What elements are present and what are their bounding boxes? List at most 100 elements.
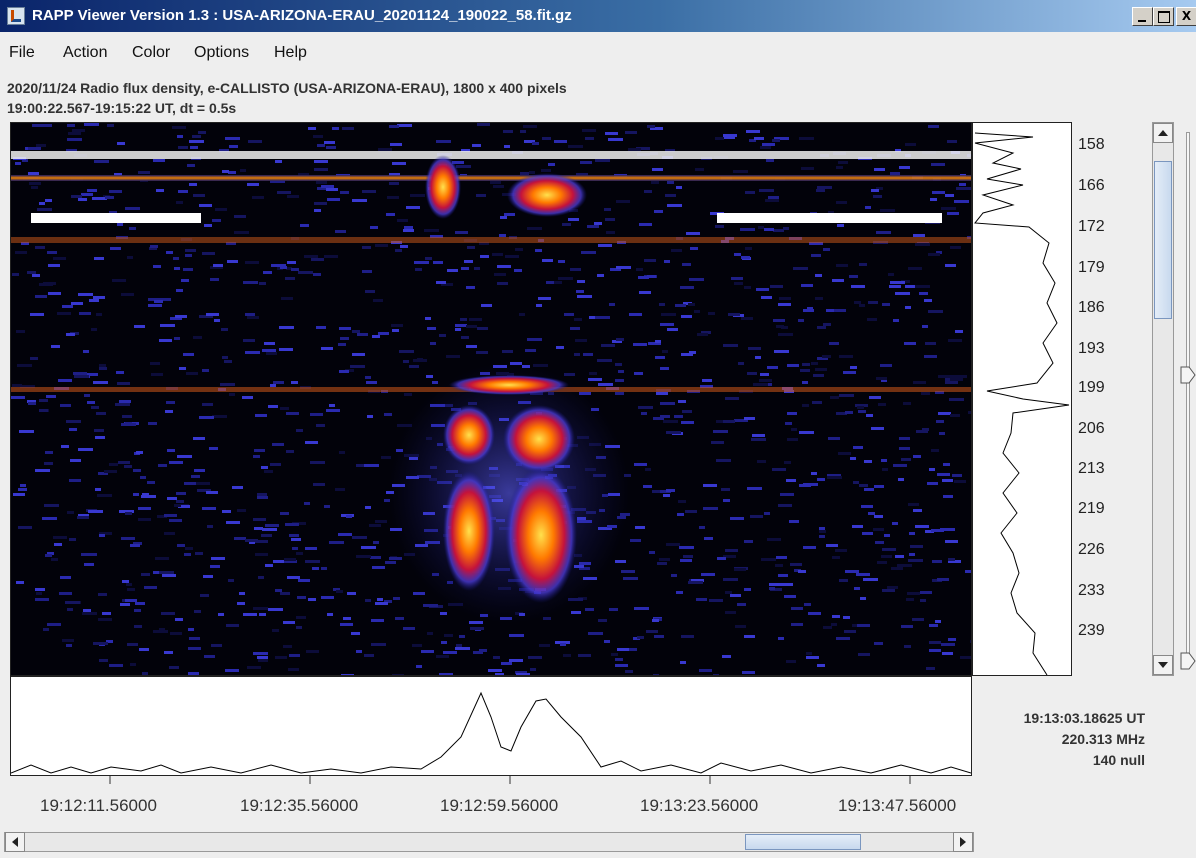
- noise-speckle: [65, 601, 80, 604]
- noise-speckle: [851, 285, 865, 288]
- noise-speckle: [204, 655, 215, 658]
- noise-speckle: [329, 404, 335, 407]
- noise-speckle: [264, 470, 273, 473]
- noise-speckle: [176, 289, 183, 292]
- rfi-band-172: [11, 237, 971, 243]
- intensity-slider[interactable]: [1178, 122, 1196, 676]
- noise-speckle: [649, 551, 655, 554]
- scroll-left-button[interactable]: [5, 832, 25, 852]
- noise-speckle: [938, 412, 951, 415]
- noise-speckle: [523, 125, 537, 128]
- noise-speckle: [66, 644, 72, 647]
- noise-speckle: [889, 285, 901, 288]
- noise-speckle: [28, 147, 41, 150]
- time-axis: 19:12:11.56000 19:12:35.56000 19:12:59.5…: [10, 776, 972, 826]
- slider-thumb-lower[interactable]: [1180, 652, 1196, 670]
- noise-speckle: [313, 135, 323, 138]
- noise-speckle: [109, 190, 122, 193]
- noise-speckle: [733, 170, 748, 173]
- noise-speckle: [326, 409, 340, 412]
- noise-speckle: [228, 171, 236, 174]
- noise-speckle: [122, 580, 129, 583]
- noise-speckle: [935, 391, 944, 394]
- noise-speckle: [153, 159, 165, 162]
- noise-speckle: [39, 283, 53, 286]
- horizontal-scroll-thumb[interactable]: [745, 834, 861, 850]
- noise-speckle: [225, 137, 240, 140]
- noise-speckle: [597, 274, 604, 277]
- noise-speckle: [362, 246, 371, 249]
- noise-speckle: [174, 504, 181, 507]
- noise-speckle: [198, 131, 206, 134]
- noise-speckle: [67, 138, 82, 141]
- noise-speckle: [78, 448, 93, 451]
- noise-speckle: [691, 579, 704, 582]
- noise-speckle: [558, 277, 573, 280]
- noise-speckle: [778, 574, 788, 577]
- burst-halo: [389, 363, 629, 623]
- noise-speckle: [740, 228, 755, 231]
- noise-speckle: [289, 534, 299, 537]
- menu-action[interactable]: Action: [63, 44, 108, 61]
- menu-help[interactable]: Help: [274, 44, 307, 61]
- noise-speckle: [864, 488, 874, 491]
- noise-speckle: [745, 247, 752, 250]
- noise-speckle: [268, 608, 283, 611]
- noise-speckle: [109, 211, 117, 214]
- menu-color[interactable]: Color: [132, 44, 171, 61]
- slider-thumb-upper[interactable]: [1180, 366, 1196, 384]
- noise-speckle: [43, 628, 49, 631]
- noise-speckle: [29, 182, 41, 185]
- noise-speckle: [210, 278, 219, 281]
- noise-speckle: [425, 317, 431, 320]
- noise-speckle: [629, 648, 637, 651]
- noise-speckle: [245, 539, 258, 542]
- noise-speckle: [497, 265, 511, 268]
- noise-speckle: [16, 330, 25, 333]
- noise-speckle: [167, 497, 177, 500]
- noise-speckle: [764, 228, 774, 231]
- vertical-scrollbar[interactable]: [1152, 122, 1174, 676]
- minimize-button[interactable]: [1132, 7, 1153, 26]
- noise-speckle: [941, 643, 955, 646]
- noise-speckle: [237, 602, 245, 605]
- noise-speckle: [164, 532, 175, 535]
- scroll-up-button[interactable]: [1153, 123, 1173, 143]
- noise-speckle: [258, 659, 268, 662]
- noise-speckle: [837, 224, 844, 227]
- close-button[interactable]: X: [1176, 7, 1196, 26]
- title-bar[interactable]: RAPP Viewer Version 1.3 : USA-ARIZONA-ER…: [0, 0, 1196, 32]
- noise-speckle: [791, 607, 803, 610]
- noise-speckle: [615, 363, 622, 366]
- noise-speckle: [19, 430, 34, 433]
- maximize-button[interactable]: [1153, 7, 1174, 26]
- menu-file[interactable]: File: [9, 44, 35, 61]
- noise-speckle: [215, 208, 227, 211]
- noise-speckle: [31, 186, 38, 189]
- noise-speckle: [160, 324, 175, 327]
- noise-speckle: [723, 555, 736, 558]
- noise-speckle: [605, 132, 618, 135]
- menu-options[interactable]: Options: [194, 44, 250, 61]
- noise-speckle: [479, 242, 489, 245]
- noise-speckle: [317, 144, 325, 147]
- noise-speckle: [908, 559, 923, 562]
- noise-speckle: [859, 484, 868, 487]
- noise-speckle: [324, 505, 330, 508]
- spectrogram[interactable]: [10, 122, 972, 676]
- noise-speckle: [758, 226, 764, 229]
- scroll-down-button[interactable]: [1153, 655, 1173, 675]
- noise-speckle: [284, 558, 296, 561]
- horizontal-scrollbar[interactable]: [4, 832, 974, 852]
- noise-speckle: [770, 285, 783, 288]
- noise-speckle: [53, 257, 66, 260]
- vertical-scroll-thumb[interactable]: [1154, 161, 1172, 319]
- noise-speckle: [931, 163, 945, 166]
- noise-speckle: [118, 461, 130, 464]
- noise-speckle: [750, 515, 763, 518]
- noise-speckle: [744, 417, 755, 420]
- scroll-right-button[interactable]: [953, 832, 973, 852]
- noise-speckle: [110, 247, 121, 250]
- noise-speckle: [817, 326, 826, 329]
- noise-speckle: [270, 463, 281, 466]
